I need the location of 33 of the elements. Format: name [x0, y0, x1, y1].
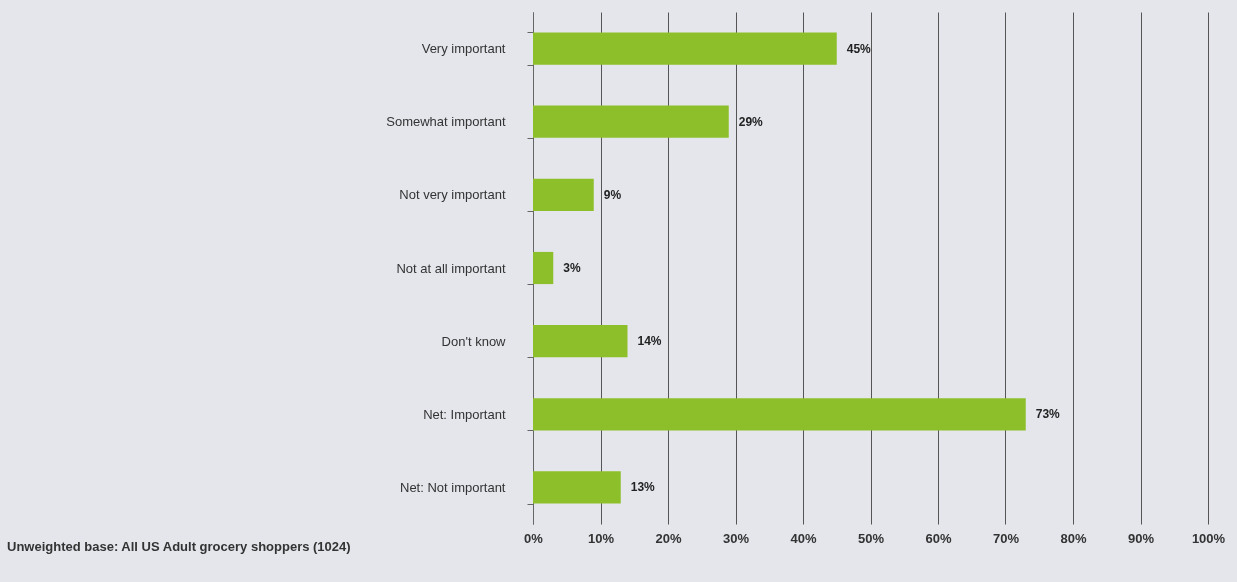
- x-tick-label: 100%: [1191, 530, 1226, 546]
- x-tick-label: 50%: [857, 530, 885, 546]
- text: Unweighted base: All US Adult grocery shoppers (1024): [7, 539, 351, 554]
- x-tick-label: 30%: [722, 530, 750, 546]
- bar: [533, 398, 1026, 431]
- data-label: 14%: [637, 334, 662, 349]
- x-tick-label: 80%: [1060, 530, 1087, 546]
- x-tick-label: 10%: [587, 530, 615, 546]
- bar: [533, 105, 729, 138]
- bar: [533, 32, 837, 65]
- data-label: 45%: [846, 41, 872, 56]
- x-tick-label: 60%: [925, 530, 952, 546]
- x-tick-label: 0%: [524, 530, 544, 546]
- y-tick-label: Somewhat important: [386, 114, 506, 130]
- y-tick-label: Net: Important: [423, 406, 506, 422]
- y-tick-label: Very important: [421, 41, 506, 57]
- data-label: 29%: [738, 114, 764, 129]
- data-label: 13%: [630, 480, 656, 495]
- y-tick-label: Not at all important: [396, 260, 506, 276]
- x-tick-label: 70%: [992, 530, 1020, 546]
- y-tick-label: Not very important: [399, 187, 506, 203]
- bar: [533, 251, 554, 285]
- x-tick-label: 90%: [1127, 530, 1155, 546]
- bar: [533, 178, 594, 211]
- data-label: 3%: [563, 261, 581, 275]
- x-tick-label: 40%: [790, 530, 817, 546]
- y-tick-label: Don't know: [441, 333, 507, 349]
- data-label: 9%: [603, 187, 622, 202]
- bar: [533, 471, 621, 504]
- x-tick-label: 20%: [655, 530, 682, 546]
- y-tick-label: Net: Not important: [400, 479, 506, 495]
- bar: [533, 325, 628, 358]
- data-label: 73%: [1035, 407, 1061, 422]
